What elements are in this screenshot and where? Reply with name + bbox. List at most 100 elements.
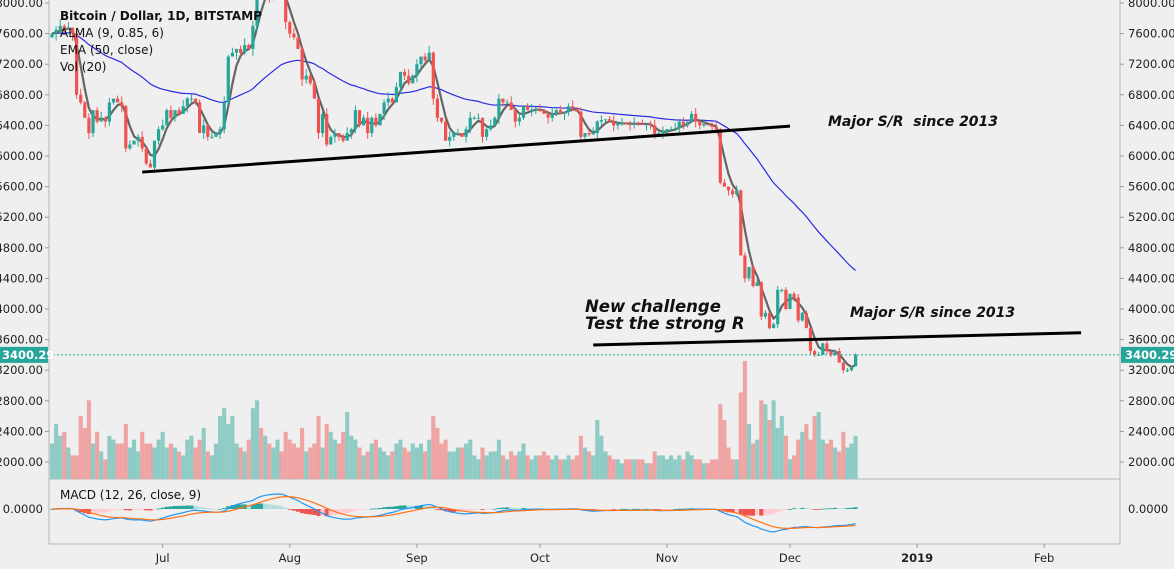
volume-bar [828,439,834,479]
volume-bar [783,435,788,479]
major-sr-upper-trendline[interactable] [142,124,791,174]
price-tick-label-left: 7600.00 [0,27,43,41]
volume-legend[interactable]: Vol (20) [60,60,107,74]
candle [792,291,796,302]
candle-body [111,98,116,103]
candle [107,97,111,126]
symbol-title[interactable]: Bitcoin / Dollar, 1D, BITSTAMP [60,9,262,23]
candle [575,107,579,112]
candle-body [485,129,489,137]
candle [390,97,394,105]
macd-histogram-bar [603,509,608,510]
annotation-new-challenge[interactable]: New challenge Test the strong R [585,298,745,332]
candle-body [431,52,435,99]
volume-bar [546,455,551,479]
annotation-major-sr-lower[interactable]: Major S/R since 2013 [850,305,1016,321]
macd-histogram-bar [660,509,665,510]
major-sr-lower-trendline[interactable] [593,331,1082,347]
candle [202,119,206,139]
candle [292,28,296,40]
candle [804,310,808,329]
candle [165,108,169,126]
candle [849,366,854,372]
candle [206,123,210,141]
candle-body [345,133,349,141]
macd-histogram-bar [525,508,530,509]
candle-body [99,117,103,122]
candle [747,266,751,282]
candle [99,111,103,122]
candle [595,120,599,139]
volume-bar [837,451,842,479]
macd-histogram-bar [652,509,657,510]
volume-bar [279,451,284,479]
macd-histogram-bar [115,509,120,510]
alma-legend[interactable]: ALMA (9, 0.85, 6) [60,26,164,40]
candle-body [222,102,226,130]
candle [214,133,218,137]
candle [669,126,673,132]
price-tick-label-left: 4400.00 [0,271,43,285]
candle [255,0,259,31]
candle-body [362,117,366,126]
candle [83,100,87,118]
macd-legend[interactable]: MACD (12, 26, close, 9) [60,488,202,502]
trendlines[interactable] [142,124,1082,347]
candle-body [58,25,62,30]
candle [382,99,386,121]
candle [628,120,632,131]
candle [304,69,308,84]
candle-body [661,130,665,134]
candle-body [75,33,79,95]
candle [222,96,226,134]
macd-histogram-bar [480,509,485,510]
macd-histogram-bar [111,509,116,511]
volume-bar [853,435,858,479]
candle [448,131,452,147]
ema-legend[interactable]: EMA (50, close) [60,43,154,57]
candle-body [476,117,480,119]
volume-bar [751,443,756,479]
volume-bar [107,435,112,479]
volume-bar [623,459,629,479]
annotation-major-sr-upper[interactable]: Major S/R since 2013 [828,114,999,130]
candle [759,281,763,321]
macd-histogram-bar [156,508,161,510]
candle-body [497,98,501,118]
candle-body [177,110,181,114]
candle [772,322,776,329]
candle-body [587,133,591,135]
volume-bar [628,459,633,479]
volume-bar [189,435,194,479]
volume-bar [607,455,612,479]
candle [788,293,792,309]
macd-histogram-bar [271,504,276,509]
candle-body [624,122,628,124]
candle-body [821,343,825,355]
candle [591,127,595,135]
candle-body [193,98,198,103]
candle-body [579,111,583,137]
macd-histogram-bar [451,509,456,513]
macd-histogram-bar [386,506,391,509]
last-price-tag-right-label: 3400.29 [1125,348,1174,362]
candle [468,111,472,134]
volume-bar [377,447,383,479]
price-tick-label-left: 5200.00 [0,210,43,224]
macd-histogram-bar [357,509,362,511]
volume-bar [566,455,571,479]
macd-histogram-bar [853,507,858,509]
volume-bar [308,447,313,479]
volume-bar [775,427,780,479]
candle [800,311,804,322]
macd-histogram-bar [382,507,387,509]
candle-body [571,106,575,109]
candle [661,126,665,139]
macd-histogram-bar [820,508,825,510]
volume-bar [70,455,75,479]
macd-histogram-bar [476,509,481,510]
macd-histogram-bar [632,508,637,510]
candle [161,119,165,132]
candle [579,107,583,143]
